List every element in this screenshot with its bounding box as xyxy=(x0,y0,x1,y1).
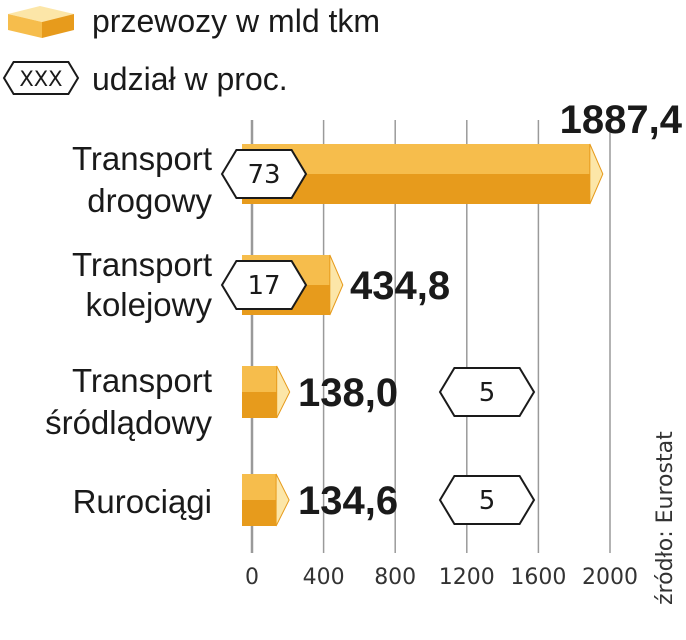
category-label: Transport xyxy=(72,362,212,399)
category-label: śródlądowy xyxy=(45,404,212,441)
share-badge xyxy=(220,260,308,310)
bar-end-cap xyxy=(589,143,604,205)
category-label: drogowy xyxy=(87,182,212,219)
share-label: 73 xyxy=(247,160,280,190)
legend-hexagon-swatch xyxy=(2,61,80,95)
category-label: Transport xyxy=(72,246,212,283)
swatch-left xyxy=(8,14,42,38)
share-badge xyxy=(438,367,536,417)
bars xyxy=(242,143,604,527)
legend-bar-swatch xyxy=(8,6,74,38)
source-note: źródło: Eurostat xyxy=(653,431,678,605)
share-label: 17 xyxy=(247,271,280,301)
bar-bottom-face xyxy=(242,500,277,526)
share-label: 5 xyxy=(479,486,496,516)
bar-top-face xyxy=(242,474,277,500)
bar-top-face xyxy=(242,366,277,392)
legend: przewozy w mld tkm XXX udział w proc. xyxy=(2,3,380,97)
bar-end-cap xyxy=(276,365,291,419)
value-label: 434,8 xyxy=(350,264,450,308)
x-tick-label: 400 xyxy=(303,565,345,590)
value-label: 134,6 xyxy=(298,479,398,523)
category-label: kolejowy xyxy=(85,286,212,323)
labels: 0 400 800 1200 1600 2000 Transport drogowy 1887,… xyxy=(45,98,683,590)
value-label: 138,0 xyxy=(298,371,398,415)
x-tick-label: 0 xyxy=(245,565,259,590)
value-label: 1887,4 xyxy=(560,98,683,142)
bar-end-cap xyxy=(275,473,290,527)
swatch-right xyxy=(42,14,74,38)
share-badge xyxy=(438,475,536,525)
bar-end-cap xyxy=(329,254,344,316)
share-badge xyxy=(220,149,308,199)
legend-hexagon-text: XXX xyxy=(19,67,62,91)
x-tick-label: 1600 xyxy=(510,565,566,590)
category-label: Rurociągi xyxy=(73,483,212,520)
x-tick-label: 800 xyxy=(374,565,416,590)
share-label: 5 xyxy=(479,378,496,408)
bar-bottom-face xyxy=(242,392,277,418)
category-label: Transport xyxy=(72,140,212,177)
bar xyxy=(242,365,291,419)
bar xyxy=(242,473,290,527)
legend-label: udział w proc. xyxy=(92,61,288,97)
legend-label: przewozy w mld tkm xyxy=(92,3,380,39)
swatch-top xyxy=(8,6,74,22)
x-tick-label: 2000 xyxy=(582,565,638,590)
x-tick-label: 1200 xyxy=(439,565,495,590)
